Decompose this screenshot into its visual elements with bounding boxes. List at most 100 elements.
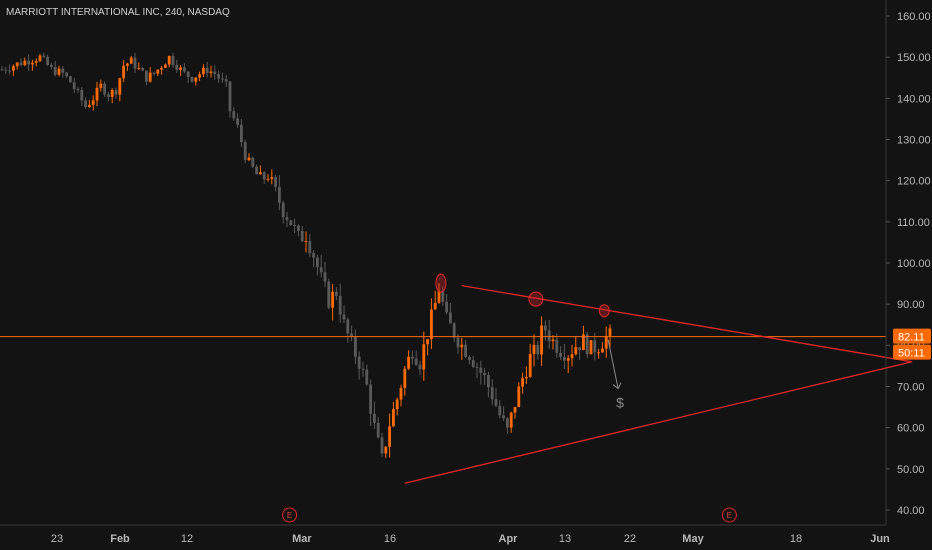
candle-body — [42, 55, 46, 57]
candle-body — [509, 412, 513, 428]
earnings-marker[interactable] — [282, 507, 298, 523]
candle-body — [129, 57, 133, 64]
earnings-marker[interactable] — [721, 507, 737, 523]
candle-body — [551, 339, 555, 342]
candle-body — [566, 358, 570, 361]
candle-body — [145, 70, 148, 82]
candle-body — [259, 172, 262, 175]
candle-body — [388, 426, 391, 447]
candle-body — [380, 437, 384, 454]
earnings-marker-label: E — [727, 511, 732, 520]
price-tag — [893, 328, 931, 344]
candle-body — [517, 386, 521, 407]
candle-body — [297, 225, 300, 231]
dollar-annotation: $ — [616, 395, 624, 411]
candle-body — [251, 157, 255, 167]
x-tick-label: 16 — [384, 533, 396, 545]
candle-body — [445, 301, 448, 313]
candle-body — [213, 71, 217, 75]
candle-body — [122, 65, 125, 79]
candle-body — [498, 405, 502, 416]
candle-body — [160, 67, 163, 70]
candle-body — [399, 387, 403, 400]
candle-body — [540, 325, 543, 355]
candle-body — [114, 89, 118, 95]
swing-high-circle — [598, 304, 610, 318]
candle-body — [342, 314, 346, 320]
candle-body — [107, 94, 110, 97]
candle-body — [308, 241, 312, 254]
candle-body — [232, 111, 236, 119]
candle-body — [281, 202, 285, 218]
candle-body — [452, 323, 456, 338]
candle-body — [27, 60, 30, 65]
x-axis[interactable]: 23 Feb 12 Mar 16 Apr 13 22 May 18 Jun — [51, 533, 890, 545]
candle-body — [274, 177, 277, 187]
candle-body — [319, 267, 323, 273]
candle-body — [179, 67, 182, 70]
earnings-marker-label: E — [287, 511, 292, 520]
y-tick-label: 90.00 — [897, 299, 925, 311]
candle-body — [46, 56, 49, 65]
candle-body — [513, 406, 517, 413]
candle-body — [262, 172, 266, 180]
countdown-tag — [893, 344, 931, 360]
y-tick-label: 160.00 — [897, 11, 931, 23]
candle-body — [574, 347, 578, 355]
candle-body — [221, 78, 224, 80]
candle-body — [384, 446, 388, 454]
candle-body — [289, 220, 293, 225]
candle-body — [4, 69, 8, 71]
candle-body — [57, 68, 61, 75]
candle-body — [228, 81, 232, 112]
candle-body — [528, 353, 532, 377]
candle-body — [118, 78, 122, 95]
candle-body — [110, 89, 114, 97]
candle-body — [34, 61, 38, 63]
candle-body — [403, 368, 407, 388]
y-tick-label: 110.00 — [897, 217, 930, 229]
candle-body — [441, 291, 445, 302]
x-tick-label: Jun — [870, 533, 890, 545]
candle-body — [544, 325, 547, 331]
candle-body — [578, 347, 581, 351]
candle-body — [483, 372, 486, 376]
candle-body — [357, 356, 361, 369]
candle-body — [285, 217, 289, 221]
candle-body — [354, 336, 357, 357]
y-tick-label: 60.00 — [897, 423, 925, 435]
candle-body — [460, 344, 464, 348]
swing-high-circle — [528, 291, 544, 307]
candle-body — [422, 344, 426, 370]
candle-body — [361, 368, 365, 370]
candle-body — [247, 157, 251, 161]
swing-high-markers — [435, 273, 610, 318]
candle-body — [190, 76, 194, 82]
swing-high-circle — [435, 273, 447, 293]
candle-body — [103, 83, 106, 95]
candle-body — [395, 399, 399, 410]
candle-body — [270, 177, 274, 180]
candle-body — [426, 339, 429, 345]
candle-body — [430, 309, 433, 340]
candle-body — [456, 337, 460, 348]
candle-body — [65, 72, 68, 77]
x-tick-label: 13 — [559, 533, 571, 545]
chart-title: MARRIOTT INTERNATIONAL INC, 240, NASDAQ — [6, 7, 230, 18]
countdown-value: 50:11 — [898, 348, 925, 360]
candle-body — [152, 72, 156, 74]
candle-body — [369, 384, 372, 414]
x-tick-label: 23 — [51, 533, 63, 545]
candle-body — [414, 358, 418, 365]
candle-body — [53, 67, 57, 75]
candle-body — [327, 281, 331, 308]
candle-body — [312, 253, 315, 258]
candle-body — [300, 230, 304, 242]
candle-body — [266, 179, 270, 181]
candle-body — [133, 57, 137, 69]
candle-body — [8, 70, 11, 72]
y-tick-label: 100.00 — [897, 258, 931, 270]
candle-body — [601, 348, 604, 353]
